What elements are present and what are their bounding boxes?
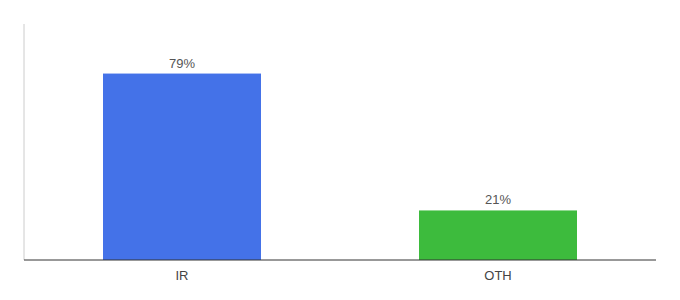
chart-svg: 79% 21% IR OTH <box>0 0 680 300</box>
x-tick-label: IR <box>176 268 189 283</box>
x-tick-label: OTH <box>484 268 511 283</box>
bar <box>419 210 577 260</box>
x-axis-line <box>24 260 656 261</box>
chart-container: 79% 21% IR OTH <box>0 0 680 300</box>
data-label: 79% <box>169 56 195 71</box>
bar <box>103 74 261 260</box>
bars <box>103 74 577 260</box>
data-label: 21% <box>485 192 511 207</box>
y-axis-line <box>24 24 25 260</box>
